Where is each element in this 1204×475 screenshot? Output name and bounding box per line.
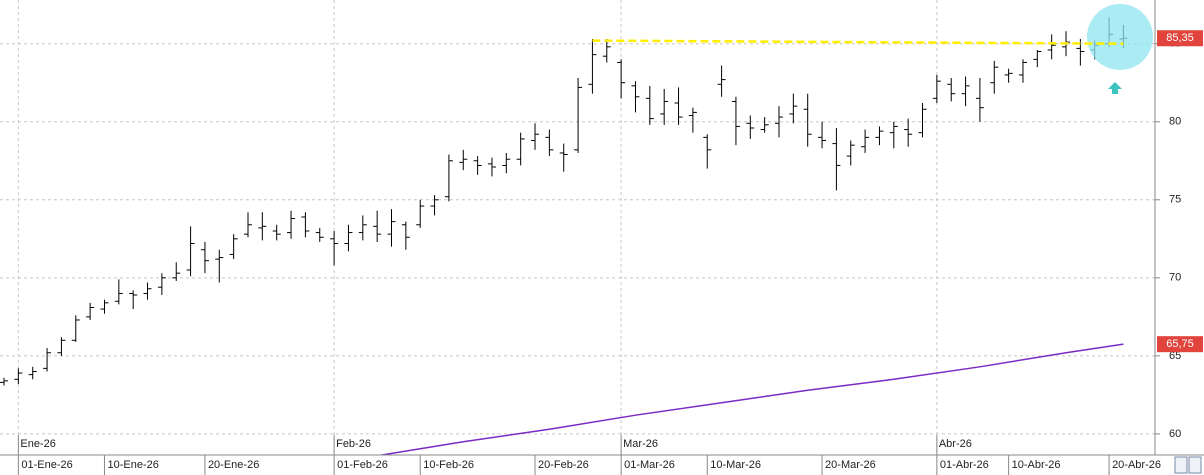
x-tick-label: 20-Abr-26 xyxy=(1112,459,1161,471)
x-tick-label: 01-Ene-26 xyxy=(21,459,72,471)
x-tick-label: 01-Mar-26 xyxy=(624,459,675,471)
y-tick-label: 70 xyxy=(1169,272,1181,284)
price-label: 65,75 xyxy=(1166,338,1194,350)
price-label-box xyxy=(1157,336,1203,353)
highlight-circle xyxy=(1087,4,1153,70)
y-tick-label: 65 xyxy=(1169,350,1181,362)
grid xyxy=(0,0,1155,455)
up-arrow xyxy=(1108,82,1122,94)
plot-area xyxy=(0,17,1128,455)
y-tick-label: 75 xyxy=(1169,194,1181,206)
scroll-button[interactable] xyxy=(1188,456,1202,474)
date-axis xyxy=(0,455,1204,475)
x-tick-label: 01-Feb-26 xyxy=(337,459,388,471)
price-label-box xyxy=(1157,30,1203,47)
x-tick-label: 01-Abr-26 xyxy=(940,459,989,471)
x-tick-label: 20-Feb-26 xyxy=(538,459,589,471)
x-tick-label: 10-Ene-26 xyxy=(107,459,158,471)
y-tick-label: 80 xyxy=(1169,116,1181,128)
x-tick-label: 20-Ene-26 xyxy=(208,459,259,471)
month-label: Ene-26 xyxy=(20,438,55,450)
price-label: 85,35 xyxy=(1166,32,1194,44)
x-tick-label: 10-Abr-26 xyxy=(1012,459,1061,471)
moving-average-line xyxy=(377,343,1124,455)
month-label: Abr-26 xyxy=(939,438,972,450)
plot-front xyxy=(592,39,1124,45)
month-label: Feb-26 xyxy=(336,438,371,450)
x-tick-label: 10-Mar-26 xyxy=(710,459,761,471)
axes: 606570758085Ene-26Feb-26Mar-26Abr-2601-E… xyxy=(17,30,1203,475)
month-label: Mar-26 xyxy=(623,438,658,450)
zoom-button[interactable] xyxy=(1174,456,1188,474)
y-tick-label: 60 xyxy=(1169,428,1181,440)
x-tick-label: 20-Mar-26 xyxy=(825,459,876,471)
resistance-line xyxy=(592,39,1124,45)
x-tick-label: 10-Feb-26 xyxy=(423,459,474,471)
